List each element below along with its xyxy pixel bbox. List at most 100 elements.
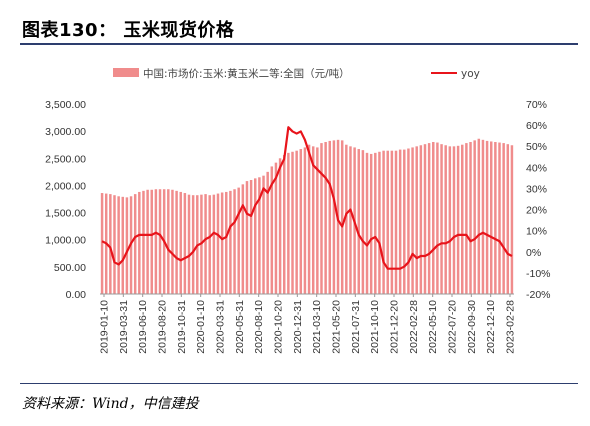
price-bar [299, 149, 303, 294]
x-tick-label: 2020-01-10 [195, 300, 207, 354]
left-tick-label: 1,500.00 [45, 208, 86, 220]
price-bar [270, 166, 274, 294]
yoy-series [101, 126, 513, 270]
price-bar [121, 196, 125, 294]
price-bar [109, 194, 112, 294]
price-bar [179, 191, 182, 294]
price-bar [361, 150, 365, 294]
figure-title: 图表130： 玉米现货价格 [22, 20, 235, 41]
price-bar [212, 194, 216, 294]
price-bar [461, 144, 464, 294]
left-tick-label: 0.00 [66, 289, 87, 301]
price-bar [423, 144, 427, 294]
price-bar [349, 146, 352, 294]
price-bar [403, 149, 406, 294]
price-bar [494, 142, 497, 294]
price-bar [278, 158, 282, 294]
price-bar [432, 142, 435, 294]
x-tick-label: 2022-05-10 [427, 300, 439, 354]
price-bar [258, 177, 261, 294]
price-bar [452, 146, 456, 294]
right-tick-label: 50% [526, 141, 547, 153]
price-bar [320, 143, 323, 294]
price-bar [502, 143, 505, 294]
price-bar [183, 193, 187, 294]
source-divider [20, 383, 578, 384]
price-bar [465, 143, 468, 294]
right-tick-label: 40% [526, 162, 547, 174]
price-bar [378, 151, 381, 294]
legend-bar-swatch [113, 68, 139, 77]
x-tick-label: 2019-01-10 [99, 300, 111, 354]
left-tick-label: 3,500.00 [45, 99, 86, 111]
price-bar [436, 142, 439, 294]
yoy-line [101, 126, 513, 270]
x-tick-label: 2022-09-30 [466, 300, 478, 354]
price-bar [295, 150, 298, 294]
x-tick-label: 2020-10-20 [273, 300, 285, 354]
price-bar [311, 146, 315, 294]
price-bar [386, 150, 389, 294]
right-tick-label: 70% [526, 99, 547, 111]
price-bar [125, 197, 129, 294]
x-tick-label: 2021-03-10 [311, 300, 323, 354]
price-bar [390, 150, 394, 294]
right-axis-ticks: -20% -10% 0% 10% 20% 30% 40% 50% 60% 70% [526, 99, 551, 301]
x-axis-ticks: 2019-01-10 2019-03-31 2019-06-10 2019-08-20… [99, 294, 517, 354]
x-tick-label: 2019-10-31 [176, 300, 188, 354]
x-tick-label: 2022-12-10 [485, 300, 497, 354]
x-tick-label: 2022-02-28 [408, 300, 420, 354]
price-bar [150, 189, 153, 294]
price-bar [287, 152, 290, 294]
left-tick-label: 2,000.00 [45, 180, 86, 192]
right-tick-label: 60% [526, 120, 547, 132]
price-bar [394, 150, 398, 294]
price-bar [489, 141, 493, 294]
price-bar [419, 145, 423, 294]
x-tick-label: 2022-07-20 [447, 300, 459, 354]
price-bar [340, 140, 344, 294]
right-tick-label: 20% [526, 205, 547, 217]
left-axis-ticks: 0.00 500.00 1,000.00 1,500.00 2,000.00 2,500.… [45, 99, 86, 301]
price-bar [345, 144, 348, 294]
price-bar [473, 140, 476, 294]
left-tick-label: 3,000.00 [45, 126, 86, 138]
price-bar [138, 191, 141, 294]
price-bar [444, 145, 447, 294]
x-tick-label: 2021-10-10 [369, 300, 381, 354]
left-tick-label: 1,000.00 [45, 235, 86, 247]
price-bar [113, 195, 116, 294]
x-tick-label: 2019-03-31 [118, 300, 130, 354]
price-bar [204, 194, 207, 294]
price-bar [245, 181, 249, 294]
price-bar [332, 140, 336, 294]
price-bar [411, 147, 414, 294]
price-bar [146, 189, 149, 294]
x-tick-label: 2020-05-31 [234, 300, 246, 354]
left-tick-label: 2,500.00 [45, 153, 86, 165]
source-note: 资料来源：Wind，中信建投 [22, 396, 199, 412]
title-underline [20, 43, 578, 45]
price-bar [233, 189, 236, 294]
price-bar [357, 149, 360, 294]
x-tick-label: 2021-05-20 [331, 300, 343, 354]
price-bar [303, 147, 307, 294]
price-bar [485, 140, 489, 294]
price-bar [477, 138, 481, 294]
price-bars [100, 138, 514, 294]
price-bar [374, 152, 377, 294]
price-bar [456, 145, 460, 294]
x-tick-label: 2020-03-31 [215, 300, 227, 354]
x-tick-label: 2020-12-31 [292, 300, 304, 354]
x-tick-label: 2023-02-28 [505, 300, 517, 354]
price-bar [369, 153, 373, 294]
price-bar [307, 144, 311, 294]
price-bar [481, 139, 485, 294]
price-bar [220, 192, 224, 294]
price-bar [142, 190, 145, 294]
price-bar [382, 150, 385, 294]
price-bar [216, 193, 220, 294]
price-bar [167, 189, 170, 294]
price-bar [274, 162, 278, 294]
